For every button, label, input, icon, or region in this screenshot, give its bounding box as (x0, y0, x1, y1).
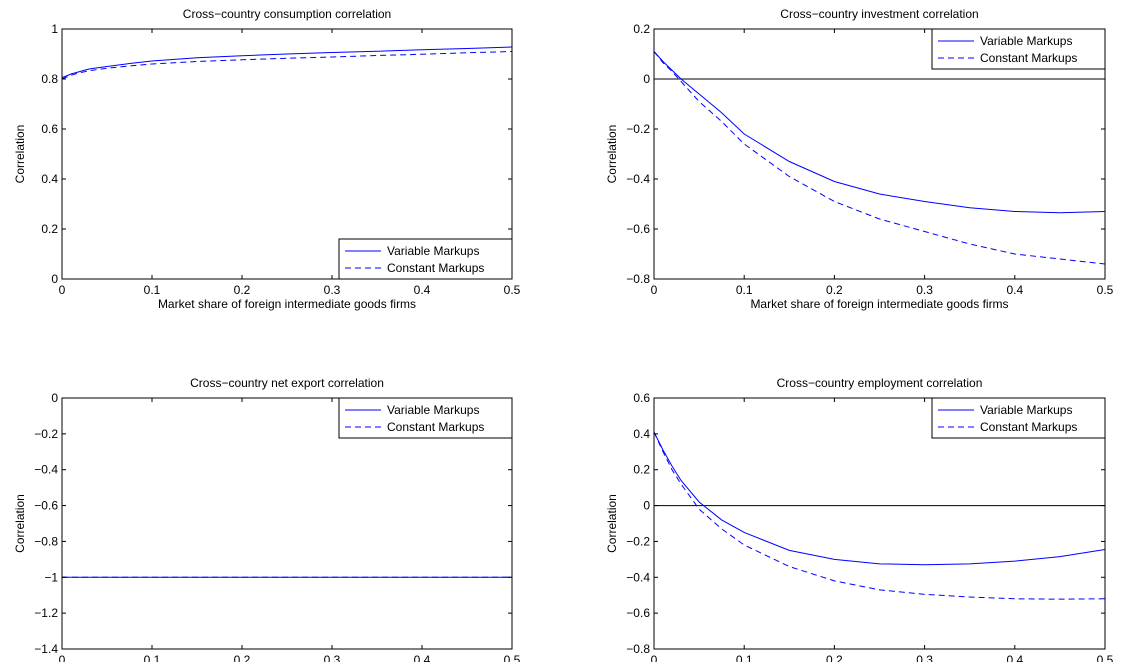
y-tick-label: 0 (643, 72, 650, 86)
y-tick-label: −1.4 (34, 642, 58, 656)
axes-frame (61, 397, 513, 650)
plot-area (62, 29, 512, 279)
x-tick-label: 0.2 (234, 653, 251, 662)
series-line-variable-markups (653, 431, 1106, 566)
x-tick-label: 0.5 (1097, 283, 1114, 297)
y-tick-label: −0.4 (626, 172, 650, 186)
y-tick-label: 0.6 (633, 391, 650, 405)
plot-area (654, 29, 1105, 279)
legend-label: Variable Markups (980, 34, 1072, 48)
x-tick-label: 0.1 (144, 653, 161, 662)
y-tick-label: −0.2 (626, 534, 650, 548)
legend-box (338, 397, 513, 439)
axes-frame (653, 28, 1106, 280)
y-tick-label: 1 (51, 22, 58, 36)
y-axis-label: Correlation (13, 125, 27, 184)
plot-area (654, 398, 1105, 649)
y-tick-label: −0.8 (626, 642, 650, 656)
y-tick-label: −0.4 (34, 463, 58, 477)
x-tick-label: 0 (651, 283, 658, 297)
x-tick-label: 0.2 (826, 283, 843, 297)
x-tick-label: 0.3 (916, 653, 933, 662)
x-tick-label: 0.1 (144, 283, 161, 297)
axes-frame (61, 28, 513, 280)
legend-label: Constant Markups (980, 51, 1077, 65)
x-tick-label: 0.2 (234, 283, 251, 297)
y-tick-label: −1.2 (34, 606, 58, 620)
legend: Variable Markups Constant Markups (931, 397, 1106, 439)
chart-title: Cross−country consumption correlation (183, 7, 391, 21)
series-line-variable-markups (653, 51, 1106, 214)
y-axis-label: Correlation (605, 125, 619, 184)
chart-panel-3: 0 0.1 0.2 0.3 0.4 0.5 −1.4 −1.2 −1 −0.8 −0.6 −0.4 −0… (13, 376, 521, 662)
y-tick-label: −0.4 (626, 570, 650, 584)
chart-panel-4: 0 0.1 0.2 0.3 0.4 0.5 −0.8 −0.6 −0.4 −0.2 0 0.2 0.4 0… (605, 376, 1114, 662)
x-tick-label: 0.4 (1006, 653, 1023, 662)
y-tick-label: 0.4 (633, 427, 650, 441)
y-tick-label: 0 (51, 391, 58, 405)
legend-label: Constant Markups (387, 261, 484, 275)
y-tick-label: 0.8 (41, 72, 58, 86)
x-tick-label: 0.4 (414, 283, 431, 297)
y-axis-label: Correlation (605, 494, 619, 553)
x-tick-label: 0 (59, 653, 66, 662)
x-tick-label: 0.1 (736, 283, 753, 297)
y-tick-label: −0.2 (626, 122, 650, 136)
legend-box (931, 397, 1106, 439)
x-tick-label: 0.5 (1097, 653, 1114, 662)
y-tick-label: 0.2 (633, 463, 650, 477)
x-axis-label: Market share of foreign intermediate goo… (750, 297, 1008, 311)
y-tick-label: 0 (643, 499, 650, 513)
chart-title: Cross−country net export correlation (190, 376, 384, 390)
x-tick-label: 0.1 (736, 653, 753, 662)
y-tick-label: −0.8 (626, 272, 650, 286)
legend-label: Constant Markups (980, 420, 1077, 434)
series-line-constant-markups (653, 51, 1106, 265)
y-tick-label: −0.6 (626, 222, 650, 236)
y-tick-label: 0.2 (633, 22, 650, 36)
y-tick-label: 0.6 (41, 122, 58, 136)
chart-panel-1: 0 0.1 0.2 0.3 0.4 0.5 0 0.2 0.4 0.6 0.8 1 Cross−coun… (13, 7, 521, 311)
x-tick-label: 0.3 (324, 283, 341, 297)
y-tick-label: 0 (51, 272, 58, 286)
x-tick-label: 0.4 (1006, 283, 1023, 297)
legend-box (931, 28, 1106, 70)
chart-title: Cross−country investment correlation (780, 7, 978, 21)
y-tick-label: −0.6 (34, 499, 58, 513)
x-tick-label: 0.2 (826, 653, 843, 662)
plot-area (62, 398, 512, 649)
x-tick-label: 0.3 (324, 653, 341, 662)
legend-label: Variable Markups (387, 403, 479, 417)
x-tick-label: 0 (59, 283, 66, 297)
y-tick-label: 0.4 (41, 172, 58, 186)
legend-label: Variable Markups (387, 244, 479, 258)
x-tick-label: 0.3 (916, 283, 933, 297)
series-line-constant-markups (61, 51, 513, 80)
x-tick-label: 0.5 (504, 653, 521, 662)
series-line-constant-markups (653, 431, 1106, 600)
legend-label: Constant Markups (387, 420, 484, 434)
y-tick-label: −0.2 (34, 427, 58, 441)
legend: Variable Markups Constant Markups (931, 28, 1106, 70)
legend-box (338, 238, 513, 280)
y-tick-label: −0.6 (626, 606, 650, 620)
x-tick-label: 0 (651, 653, 658, 662)
y-tick-label: −1 (44, 570, 58, 584)
y-tick-label: 0.2 (41, 222, 58, 236)
legend: Variable Markups Constant Markups (338, 397, 513, 439)
y-axis-label: Correlation (13, 494, 27, 553)
series-line-variable-markups (61, 46, 513, 79)
chart-panel-2: 0 0.1 0.2 0.3 0.4 0.5 −0.8 −0.6 −0.4 −0.2 0 0.2 Cros… (605, 7, 1114, 311)
legend: Variable Markups Constant Markups (338, 238, 513, 280)
chart-title: Cross−country employment correlation (777, 376, 983, 390)
axes-frame (653, 397, 1106, 650)
x-tick-label: 0.4 (414, 653, 431, 662)
x-axis-label: Market share of foreign intermediate goo… (158, 297, 416, 311)
legend-label: Variable Markups (980, 403, 1072, 417)
x-tick-label: 0.5 (504, 283, 521, 297)
y-tick-label: −0.8 (34, 534, 58, 548)
